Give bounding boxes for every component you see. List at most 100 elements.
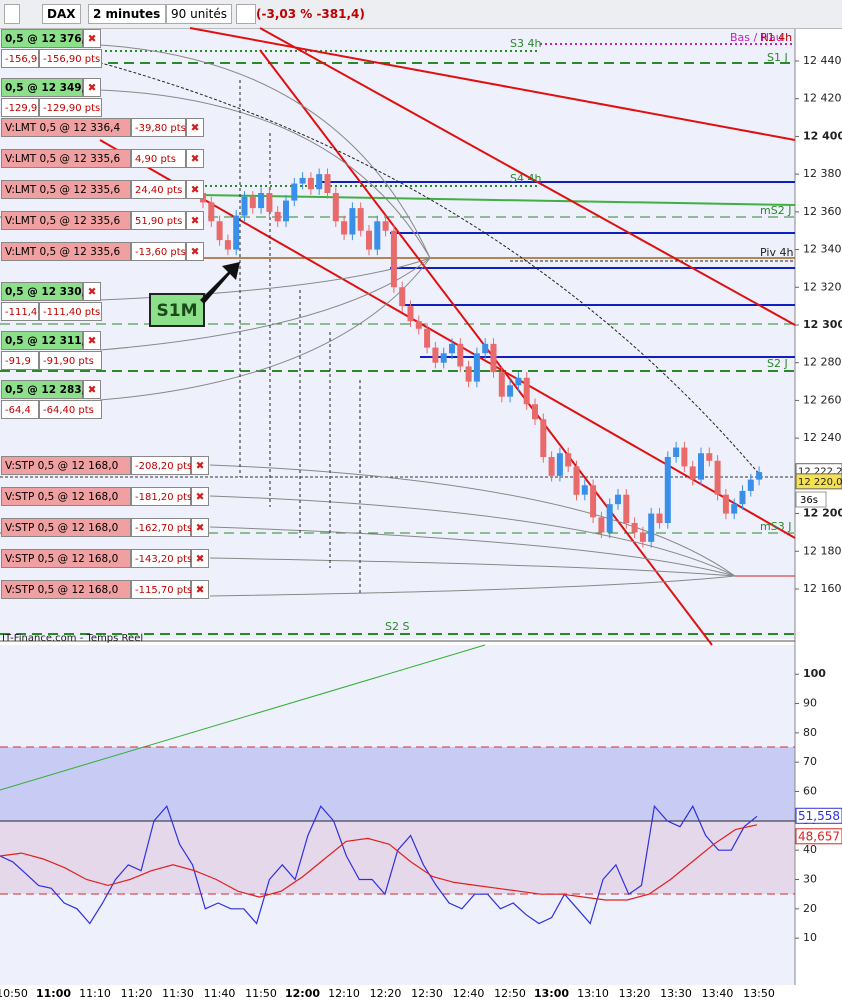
candle-body bbox=[473, 353, 480, 382]
candle-body bbox=[681, 447, 688, 467]
units[interactable]: 90 unités bbox=[166, 4, 232, 24]
level-label: S1 J bbox=[767, 51, 788, 64]
period[interactable]: 2 minutes bbox=[88, 4, 166, 24]
candle-body bbox=[432, 347, 439, 363]
y-tick-label: 100 bbox=[803, 667, 826, 680]
candle-body bbox=[291, 183, 298, 201]
candle-body bbox=[639, 532, 646, 542]
x-tick-label: 13:10 bbox=[577, 987, 609, 1000]
info-icon[interactable] bbox=[236, 4, 256, 24]
candle-body bbox=[498, 372, 505, 397]
candle-body bbox=[407, 306, 414, 322]
osc-upper-zone bbox=[0, 747, 795, 821]
x-tick-label: 11:00 bbox=[36, 987, 71, 1000]
menu-icon[interactable] bbox=[4, 4, 20, 24]
position-label[interactable]: 0,5 @ 12 330,7 bbox=[1, 282, 93, 301]
s1m-box bbox=[149, 293, 205, 327]
y-tick-label: 12 260 bbox=[803, 393, 842, 406]
order-label[interactable]: V:STP 0,5 @ 12 168,0 bbox=[1, 518, 131, 537]
position-label[interactable]: 0,5 @ 12 311,2 bbox=[1, 331, 93, 350]
candle-body bbox=[548, 456, 555, 476]
y-tick-label: 80 bbox=[803, 726, 817, 739]
candle-body bbox=[706, 453, 713, 461]
candle-body bbox=[324, 174, 331, 193]
cancel-button[interactable]: ✖ bbox=[186, 242, 204, 261]
s1m-label: S1M bbox=[157, 301, 198, 321]
candle-body bbox=[316, 174, 323, 190]
source: IT-Finance.com - Temps Reel bbox=[2, 633, 143, 644]
candle-body bbox=[424, 328, 431, 348]
close-button[interactable]: ✖ bbox=[83, 78, 101, 97]
candle-body bbox=[490, 343, 497, 373]
cancel-button[interactable]: ✖ bbox=[191, 580, 209, 599]
symbol[interactable]: DAX bbox=[42, 4, 81, 24]
position-label[interactable]: 0,5 @ 12 349,2 bbox=[1, 78, 93, 97]
cancel-button[interactable]: ✖ bbox=[186, 118, 204, 137]
close-button[interactable]: ✖ bbox=[83, 331, 101, 350]
position-pnl: -64,4 bbox=[1, 400, 39, 419]
order-label[interactable]: V:STP 0,5 @ 12 168,0 bbox=[1, 580, 131, 599]
order-label[interactable]: V:LMT 0,5 @ 12 336,4 bbox=[1, 118, 131, 137]
candle-body bbox=[731, 504, 738, 514]
candle-body bbox=[390, 230, 397, 288]
close-button[interactable]: ✖ bbox=[83, 380, 101, 399]
candle-body bbox=[722, 494, 729, 514]
candle-body bbox=[249, 196, 256, 209]
order-label[interactable]: V:STP 0,5 @ 12 168,0 bbox=[1, 487, 131, 506]
cancel-button[interactable]: ✖ bbox=[186, 149, 204, 168]
candle-body bbox=[241, 196, 248, 216]
candle-body bbox=[357, 208, 364, 231]
y-tick-label: 12 420 bbox=[803, 92, 842, 105]
order-pts: -143,20 pts bbox=[131, 549, 192, 568]
price-marker-label: 12 220,0 bbox=[798, 477, 842, 488]
cancel-button[interactable]: ✖ bbox=[191, 549, 209, 568]
x-tick-label: 13:30 bbox=[660, 987, 692, 1000]
candle-body bbox=[482, 343, 489, 354]
x-tick-label: 13:20 bbox=[619, 987, 651, 1000]
candle-body bbox=[208, 202, 215, 222]
position-label[interactable]: 0,5 @ 12 376,2 bbox=[1, 29, 93, 48]
cancel-button[interactable]: ✖ bbox=[191, 456, 209, 475]
y-tick-label: 12 440 bbox=[803, 54, 842, 67]
level-label: S2 J bbox=[767, 357, 788, 370]
candle-body bbox=[299, 177, 306, 184]
candle-body bbox=[756, 472, 763, 480]
candle-body bbox=[399, 287, 406, 307]
position-pnl: -129,9 bbox=[1, 98, 39, 117]
candle-body bbox=[465, 366, 472, 382]
order-label[interactable]: V:STP 0,5 @ 12 168,0 bbox=[1, 549, 131, 568]
y-tick-label: 12 300 bbox=[803, 318, 842, 331]
order-label[interactable]: V:LMT 0,5 @ 12 335,6 bbox=[1, 242, 131, 261]
order-label[interactable]: V:LMT 0,5 @ 12 335,6 bbox=[1, 211, 131, 230]
x-tick-label: 11:40 bbox=[204, 987, 236, 1000]
close-button[interactable]: ✖ bbox=[83, 29, 101, 48]
candle-body bbox=[216, 221, 223, 241]
cancel-button[interactable]: ✖ bbox=[191, 518, 209, 537]
price-marker-label: 12 222,2 bbox=[798, 467, 842, 478]
candle-body bbox=[689, 466, 696, 480]
order-pts: -13,60 pts bbox=[131, 242, 186, 261]
order-label[interactable]: V:LMT 0,5 @ 12 335,6 bbox=[1, 180, 131, 199]
close-button[interactable]: ✖ bbox=[83, 282, 101, 301]
toolbar: DAX 2 minutes 90 unités (-3,03 % -381,4) bbox=[0, 0, 842, 29]
cancel-button[interactable]: ✖ bbox=[186, 180, 204, 199]
order-pts: 24,40 pts bbox=[131, 180, 186, 199]
order-label[interactable]: V:LMT 0,5 @ 12 335,6 bbox=[1, 149, 131, 168]
cancel-button[interactable]: ✖ bbox=[186, 211, 204, 230]
x-tick-label: 12:30 bbox=[411, 987, 443, 1000]
position-pts: -129,90 pts bbox=[39, 98, 102, 117]
candle-body bbox=[366, 230, 372, 250]
candle-body bbox=[739, 490, 746, 505]
y-tick-label: 12 160 bbox=[803, 582, 842, 595]
order-label[interactable]: V:STP 0,5 @ 12 168,0 bbox=[1, 456, 131, 475]
cancel-button[interactable]: ✖ bbox=[191, 487, 209, 506]
candle-body bbox=[698, 453, 704, 480]
candle-body bbox=[332, 192, 339, 222]
position-label[interactable]: 0,5 @ 12 283,7 bbox=[1, 380, 93, 399]
position-pts: -111,40 pts bbox=[39, 302, 102, 321]
osc-marker bbox=[795, 807, 842, 824]
candle-body bbox=[258, 192, 265, 209]
level-label: Piv 4h bbox=[760, 246, 793, 259]
y-tick-label: 12 180 bbox=[803, 544, 842, 557]
candle-body bbox=[449, 343, 455, 354]
